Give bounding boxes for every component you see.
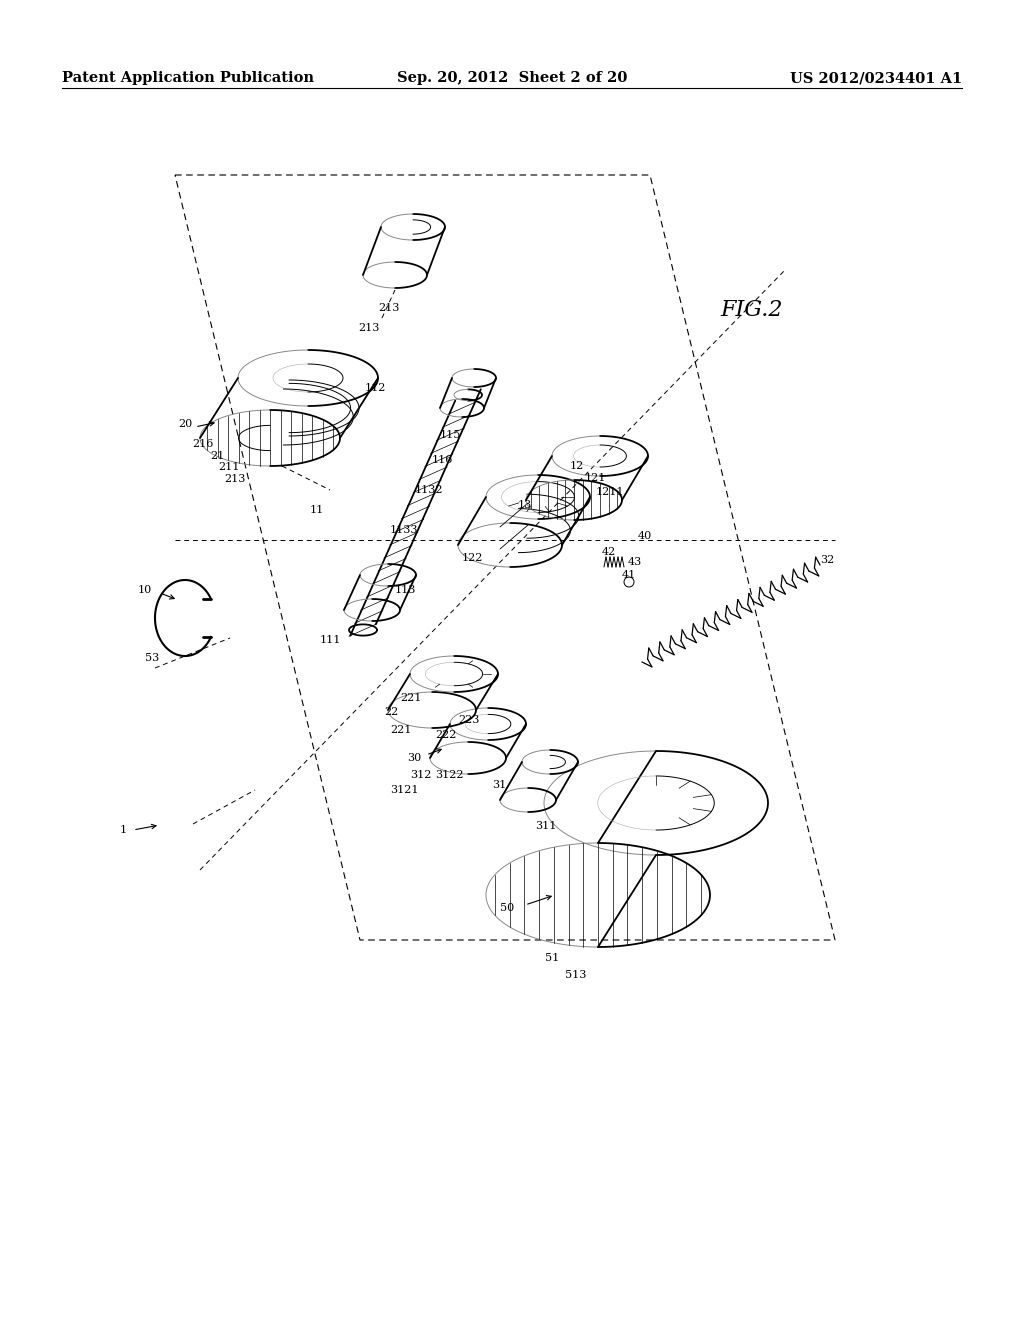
Text: 30: 30 xyxy=(407,752,421,763)
Text: 213: 213 xyxy=(224,474,246,484)
Text: 21: 21 xyxy=(210,451,224,461)
Text: 1132: 1132 xyxy=(415,484,443,495)
Text: 221: 221 xyxy=(390,725,412,735)
Text: 32: 32 xyxy=(820,554,835,565)
Text: 41: 41 xyxy=(622,570,636,579)
Text: 1: 1 xyxy=(120,825,127,836)
Text: 51: 51 xyxy=(545,953,559,964)
Text: 115: 115 xyxy=(440,430,462,440)
Text: 42: 42 xyxy=(602,546,616,557)
Text: Patent Application Publication: Patent Application Publication xyxy=(62,71,314,84)
Text: 311: 311 xyxy=(535,821,556,832)
Text: 13: 13 xyxy=(518,500,532,510)
Text: 50: 50 xyxy=(500,903,514,913)
Text: 213: 213 xyxy=(378,304,399,313)
Text: 216: 216 xyxy=(193,440,213,449)
Text: 111: 111 xyxy=(319,635,341,645)
Text: FIG.2: FIG.2 xyxy=(720,300,782,321)
Text: 312: 312 xyxy=(410,770,431,780)
Text: 10: 10 xyxy=(138,585,153,595)
Text: 113: 113 xyxy=(395,585,417,595)
Text: 11: 11 xyxy=(310,506,325,515)
Text: 20: 20 xyxy=(178,418,193,429)
Text: 213: 213 xyxy=(358,323,379,333)
Text: 1211: 1211 xyxy=(596,487,625,498)
Text: 221: 221 xyxy=(400,693,421,704)
Text: 31: 31 xyxy=(492,780,506,789)
Text: 122: 122 xyxy=(462,553,483,564)
Text: 40: 40 xyxy=(638,531,652,541)
Text: Sep. 20, 2012  Sheet 2 of 20: Sep. 20, 2012 Sheet 2 of 20 xyxy=(397,71,627,84)
Text: 513: 513 xyxy=(565,970,587,979)
Text: 53: 53 xyxy=(145,653,160,663)
Text: 112: 112 xyxy=(365,383,386,393)
Text: 3121: 3121 xyxy=(390,785,419,795)
Text: 1133: 1133 xyxy=(390,525,419,535)
Text: 211: 211 xyxy=(218,462,240,473)
Text: 12: 12 xyxy=(570,461,585,471)
Text: 222: 222 xyxy=(435,730,457,741)
Text: 3122: 3122 xyxy=(435,770,464,780)
Text: 22: 22 xyxy=(384,708,398,717)
Text: 121: 121 xyxy=(585,473,606,483)
Text: US 2012/0234401 A1: US 2012/0234401 A1 xyxy=(790,71,962,84)
Text: 116: 116 xyxy=(432,455,454,465)
Text: 43: 43 xyxy=(628,557,642,568)
Text: 223: 223 xyxy=(458,715,479,725)
